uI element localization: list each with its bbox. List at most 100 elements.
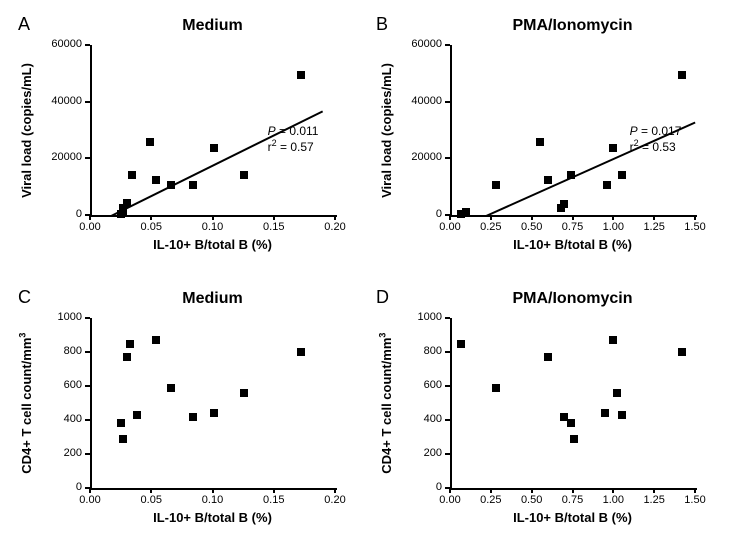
- data-point: [536, 138, 544, 146]
- xlabel-D: IL-10+ B/total B (%): [450, 510, 695, 525]
- xtick-label: 0.00: [70, 221, 110, 233]
- xtick: [273, 488, 275, 493]
- xtick: [531, 215, 533, 220]
- figure-root: AMedium02000040000600000.000.050.100.150…: [0, 0, 738, 547]
- ylabel-D: CD4+ T cell count/mm3: [378, 318, 394, 488]
- xtick-label: 1.00: [593, 221, 633, 233]
- ytick: [85, 101, 90, 103]
- ytick-label: 0: [400, 208, 442, 220]
- data-point: [240, 171, 248, 179]
- ytick: [85, 453, 90, 455]
- ytick: [445, 453, 450, 455]
- data-point: [544, 353, 552, 361]
- ytick: [445, 317, 450, 319]
- xtick: [572, 488, 574, 493]
- ytick-label: 40000: [40, 95, 82, 107]
- xtick: [694, 488, 696, 493]
- xtick-label: 1.25: [634, 221, 674, 233]
- data-point: [609, 336, 617, 344]
- panel-title-C: Medium: [90, 290, 335, 308]
- ytick: [445, 385, 450, 387]
- panel-label-D: D: [376, 287, 389, 308]
- ytick: [445, 101, 450, 103]
- ytick-label: 600: [400, 379, 442, 391]
- data-point: [544, 176, 552, 184]
- ytick: [85, 157, 90, 159]
- data-point: [462, 208, 470, 216]
- data-point: [492, 181, 500, 189]
- xtick-label: 0.25: [471, 494, 511, 506]
- xtick-label: 0.20: [315, 494, 355, 506]
- data-point: [189, 181, 197, 189]
- data-point: [297, 71, 305, 79]
- data-point: [210, 409, 218, 417]
- data-point: [613, 389, 621, 397]
- data-point: [123, 353, 131, 361]
- data-point: [560, 200, 568, 208]
- xtick-label: 0.15: [254, 221, 294, 233]
- ytick-label: 600: [40, 379, 82, 391]
- ytick: [85, 317, 90, 319]
- data-point: [618, 171, 626, 179]
- xtick-label: 0.75: [553, 221, 593, 233]
- ytick-label: 400: [40, 413, 82, 425]
- ytick-label: 200: [40, 447, 82, 459]
- panel-label-B: B: [376, 14, 388, 35]
- xtick-label: 0.50: [512, 494, 552, 506]
- xtick-label: 0.00: [70, 494, 110, 506]
- xtick-label: 0.05: [131, 494, 171, 506]
- data-point: [128, 171, 136, 179]
- ytick: [85, 351, 90, 353]
- ytick: [445, 351, 450, 353]
- xtick-label: 0.10: [193, 221, 233, 233]
- stats-B: P = 0.017r2 = 0.53: [630, 124, 682, 154]
- xtick-label: 0.10: [193, 494, 233, 506]
- panel-title-A: Medium: [90, 17, 335, 35]
- data-point: [117, 419, 125, 427]
- data-point: [567, 419, 575, 427]
- xtick: [490, 215, 492, 220]
- xtick-label: 1.00: [593, 494, 633, 506]
- data-point: [297, 348, 305, 356]
- xtick-label: 0.25: [471, 221, 511, 233]
- xtick: [612, 215, 614, 220]
- xtick-label: 0.20: [315, 221, 355, 233]
- data-point: [492, 384, 500, 392]
- ytick-label: 800: [40, 345, 82, 357]
- xtick: [531, 488, 533, 493]
- data-point: [678, 348, 686, 356]
- ytick: [445, 44, 450, 46]
- xtick: [490, 488, 492, 493]
- xtick: [212, 488, 214, 493]
- data-point: [240, 389, 248, 397]
- ytick-label: 0: [400, 481, 442, 493]
- data-point: [210, 144, 218, 152]
- xtick: [89, 215, 91, 220]
- xtick: [212, 215, 214, 220]
- xtick-label: 0.05: [131, 221, 171, 233]
- ytick-label: 1000: [400, 311, 442, 323]
- ytick-label: 200: [400, 447, 442, 459]
- xtick: [150, 215, 152, 220]
- xlabel-A: IL-10+ B/total B (%): [90, 237, 335, 252]
- ytick-label: 1000: [40, 311, 82, 323]
- ytick: [85, 419, 90, 421]
- data-point: [457, 340, 465, 348]
- xtick: [334, 215, 336, 220]
- xtick: [89, 488, 91, 493]
- xtick: [694, 215, 696, 220]
- ytick: [445, 419, 450, 421]
- ytick-label: 20000: [400, 151, 442, 163]
- ytick: [85, 385, 90, 387]
- data-point: [678, 71, 686, 79]
- panel-label-C: C: [18, 287, 31, 308]
- ylabel-C: CD4+ T cell count/mm3: [18, 318, 34, 488]
- xtick-label: 0.75: [553, 494, 593, 506]
- ytick-label: 400: [400, 413, 442, 425]
- data-point: [126, 340, 134, 348]
- ytick-label: 20000: [40, 151, 82, 163]
- xlabel-C: IL-10+ B/total B (%): [90, 510, 335, 525]
- xtick-label: 0.00: [430, 494, 470, 506]
- ylabel-A: Viral load (copies/mL): [18, 45, 34, 215]
- xlabel-B: IL-10+ B/total B (%): [450, 237, 695, 252]
